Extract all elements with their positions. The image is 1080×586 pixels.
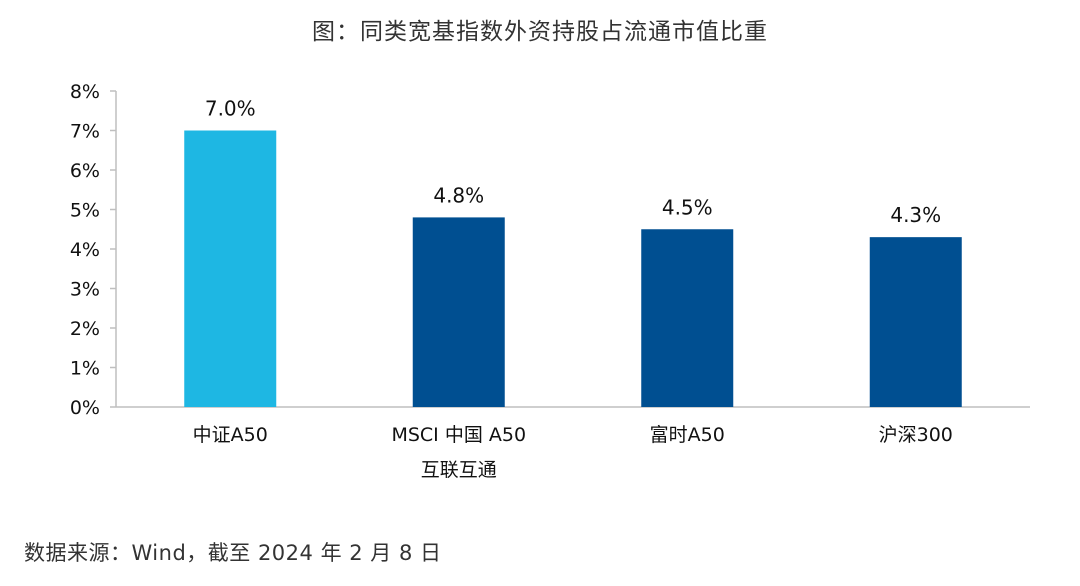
y-tick-label: 7%	[70, 121, 100, 143]
bar-value-label: 7.0%	[205, 97, 256, 121]
bar-2	[641, 229, 734, 407]
y-tick-label: 0%	[70, 397, 100, 419]
chart-title: 图：同类宽基指数外资持股占流通市值比重	[312, 19, 768, 45]
y-tick-label: 2%	[70, 318, 100, 340]
x-category-label: 富时A50	[650, 424, 725, 446]
bar-0	[184, 130, 277, 407]
bar-value-label: 4.8%	[433, 183, 484, 207]
x-category-label: 中证A50	[193, 424, 268, 446]
y-tick-label: 1%	[70, 358, 100, 380]
bar-1	[412, 217, 505, 407]
y-tick-label: 6%	[70, 160, 100, 182]
bar-value-label: 4.3%	[890, 203, 941, 227]
chart-bars	[184, 130, 962, 407]
x-category-label: 沪深300	[879, 424, 953, 446]
y-tick-label: 8%	[70, 81, 100, 103]
x-category-label: 互联互通	[421, 459, 497, 481]
x-category-label: MSCI 中国 A50	[391, 424, 526, 446]
y-tick-label: 3%	[70, 279, 100, 301]
chart-labels: 7.0% 中证A50 4.8% MSCI 中国 A50 互联互通 4.5% 富时A50 4.3…	[193, 97, 953, 482]
bar-3	[869, 237, 962, 407]
bar-value-label: 4.5%	[662, 195, 713, 219]
y-tick-label: 4%	[70, 239, 100, 261]
y-tick-label: 5%	[70, 200, 100, 222]
source-note: 数据来源：Wind，截至 2024 年 2 月 8 日	[24, 541, 442, 565]
